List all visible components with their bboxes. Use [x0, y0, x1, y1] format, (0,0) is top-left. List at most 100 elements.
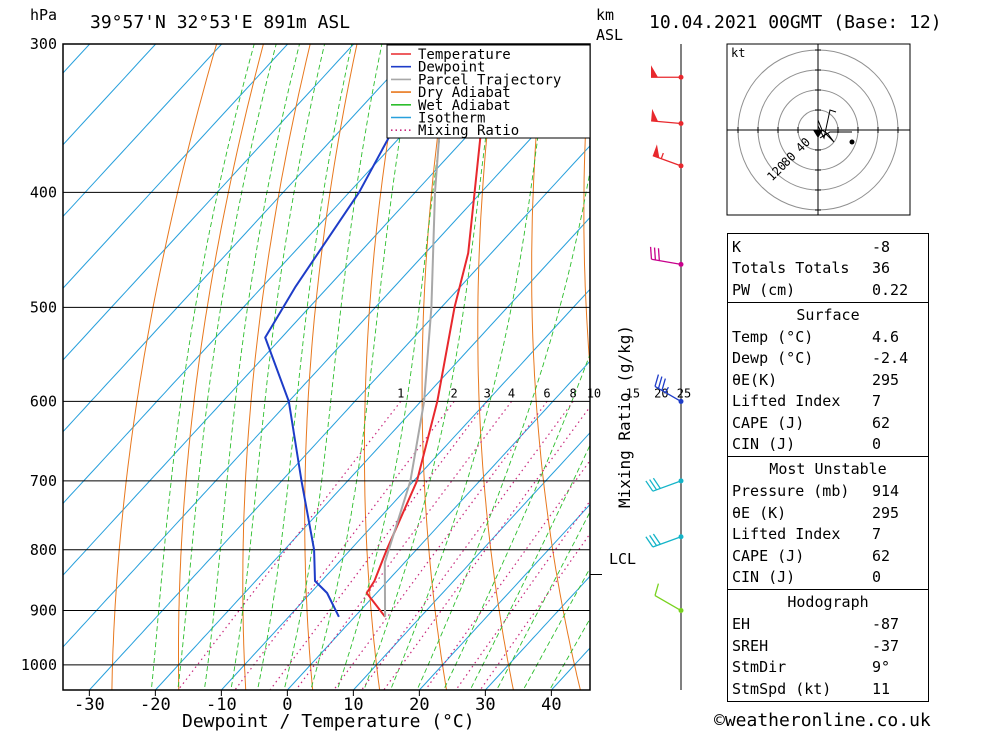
indices-table: K -8 Totals Totals 36 PW (cm) 0.22 Surface Te… — [727, 233, 929, 702]
index-label: Lifted Index — [732, 392, 841, 411]
isotherm-line — [63, 44, 289, 289]
wind-barb-staff — [654, 385, 682, 402]
mixing-ratio-label: 1 — [397, 386, 404, 400]
temperature-tick-label: 20 — [409, 695, 429, 715]
mixing-ratio-labels: 1 2 3 4 6 8 10 15 20 25 — [397, 386, 691, 400]
series-parcel-trajectory — [383, 44, 448, 617]
index-value: 914 — [872, 482, 900, 501]
index-label: CAPE (J) — [732, 546, 805, 565]
hodograph-storm-marker — [813, 130, 823, 138]
series-temperature — [365, 44, 504, 618]
index-row: CAPE (J) 62 — [728, 412, 928, 434]
temperature-tick-label: -20 — [140, 695, 171, 715]
pressure-tick-label: 1000 — [21, 656, 57, 674]
index-value: 0 — [872, 568, 882, 587]
pressure-tick-label: 600 — [30, 392, 57, 410]
isotherm-line — [63, 44, 421, 433]
index-row: Totals Totals 36 — [728, 258, 928, 280]
wind-barb-pennant — [652, 144, 660, 159]
mixing-ratio-label: 25 — [677, 386, 691, 400]
legend-label: Mixing Ratio — [418, 123, 519, 139]
wind-barb-flag — [652, 477, 661, 489]
lcl-label: LCL — [609, 550, 636, 568]
lcl-marker: LCL — [590, 550, 636, 576]
dry-adiabat-line — [178, 44, 264, 690]
index-value: 9° — [872, 658, 891, 677]
index-label: Dewp (°C) — [732, 349, 814, 368]
dry-adiabat-line — [242, 44, 311, 690]
isotherm-line — [220, 288, 590, 690]
isotherm-line — [88, 145, 590, 690]
legend-label: Dry Adiabat — [418, 85, 511, 101]
km-unit-label: km — [596, 6, 614, 24]
dry-adiabat-line — [421, 44, 452, 690]
wind-barb-staff — [652, 155, 682, 167]
index-row: PW (cm) 0.22 — [728, 279, 928, 301]
wet-adiabat-line — [443, 353, 590, 690]
general-indices: K -8 Totals Totals 36 PW (cm) 0.22 — [728, 234, 928, 303]
most-unstable-indices: Most Unstable Pressure (mb) 914 θE (K) 295 L… — [728, 457, 928, 590]
index-row: StmSpd (kt) 11 — [728, 678, 928, 700]
index-row: Dewp (°C) -2.4 — [728, 348, 928, 370]
wet-adiabat-line — [283, 44, 383, 690]
wet-adiabat-line — [363, 44, 499, 690]
index-label: StmDir — [732, 658, 787, 677]
index-value: 11 — [872, 679, 891, 698]
legend-label: Isotherm — [418, 111, 485, 127]
wind-barb — [651, 108, 684, 126]
wind-profile — [645, 44, 684, 690]
index-row: SREH -37 — [728, 635, 928, 657]
surface-indices: Surface Temp (°C) 4.6 Dewp (°C) -2.4 θE(K) 29… — [728, 303, 928, 457]
wind-barb-flag — [649, 534, 658, 546]
index-label: Pressure (mb) — [732, 482, 850, 501]
mixing-ratio-axis-title: Mixing Ratio (g/kg) — [615, 325, 634, 508]
mixing-ratio-line — [455, 500, 590, 690]
background-lines — [63, 0, 716, 695]
wind-barb-half-flag — [660, 152, 664, 159]
wind-barb-staff — [652, 536, 682, 548]
wind-barb-staff — [654, 594, 682, 612]
wet-adiabat-line — [203, 44, 300, 690]
index-value: -37 — [872, 636, 900, 655]
mixing-ratio-line — [383, 405, 590, 690]
wet-adiabat-line — [230, 44, 326, 690]
mixing-ratio-line — [295, 401, 512, 690]
temperature-tick-label: 10 — [343, 695, 363, 715]
isotherm-line — [63, 44, 223, 218]
mixing-ratio-label: 3 — [484, 386, 491, 400]
surface-title: Surface — [796, 305, 860, 324]
wind-barb — [652, 144, 684, 169]
hodograph-end-dot — [849, 139, 855, 145]
isotherm-line — [63, 44, 91, 74]
index-row: CIN (J) 0 — [728, 567, 928, 589]
mixing-ratio-label: 6 — [543, 386, 550, 400]
pressure-tick-label: 400 — [30, 183, 57, 201]
dry-adiabat-line — [477, 44, 514, 690]
dry-adiabat-line — [635, 0, 716, 695]
wind-barb-flag — [649, 246, 653, 260]
hpa-unit-label: hPa — [30, 6, 57, 24]
wind-barb — [649, 246, 684, 267]
index-value: -87 — [872, 615, 900, 634]
index-value: 7 — [872, 392, 882, 411]
index-value: 36 — [872, 259, 891, 278]
wind-barb-staff — [652, 480, 682, 492]
wind-barb-staff — [651, 120, 682, 125]
index-value: 62 — [872, 413, 891, 432]
wind-barb — [654, 583, 684, 614]
wind-barb — [654, 374, 684, 404]
mixing-ratio-line — [234, 401, 455, 690]
temperature-tick-label: 30 — [475, 695, 495, 715]
series-dewpoint — [264, 44, 441, 618]
index-value: 0.22 — [872, 280, 909, 299]
isotherm-line — [154, 216, 590, 690]
legend-label: Wet Adiabat — [418, 98, 511, 114]
credit-text: ©weatheronline.co.uk — [714, 710, 931, 731]
index-label: θE (K) — [732, 503, 787, 522]
index-label: CAPE (J) — [732, 413, 805, 432]
wind-barb — [651, 65, 684, 80]
wind-barb-staff — [651, 258, 682, 266]
isotherm-line — [286, 360, 590, 690]
